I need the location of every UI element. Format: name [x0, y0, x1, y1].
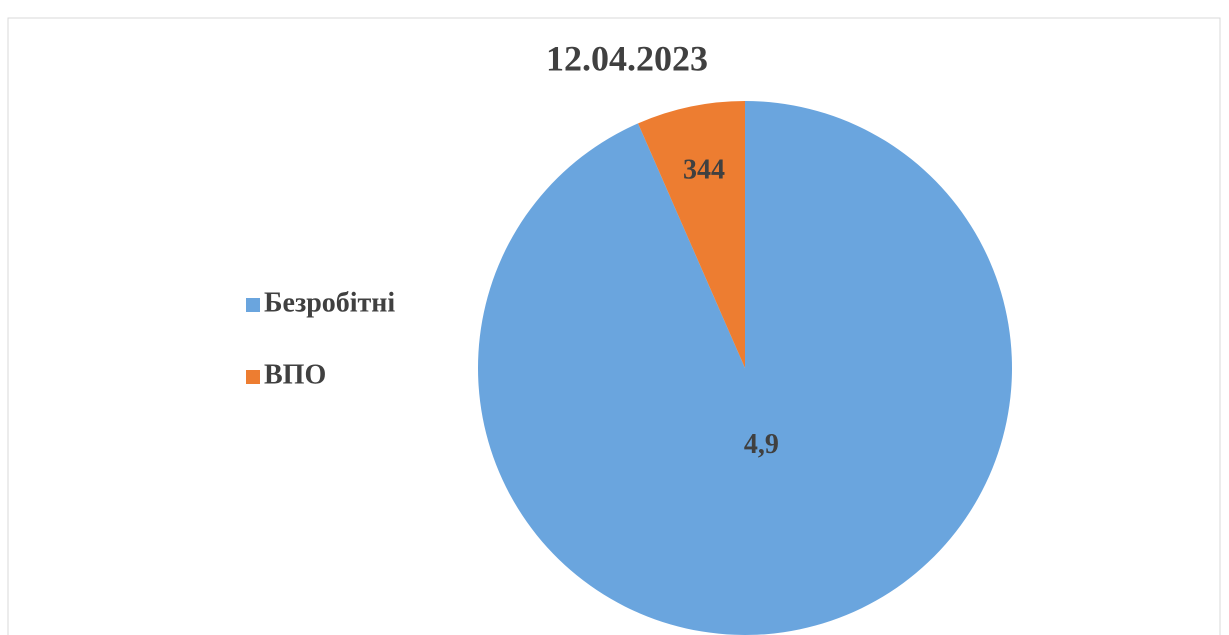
legend-label: Безробітні: [264, 287, 395, 318]
data-label: 4,9: [744, 429, 779, 460]
legend-swatch: [246, 298, 260, 312]
legend-swatch: [246, 370, 260, 384]
chart: 12.04.2023 4,9 344 Безробітні ВПО: [0, 0, 1229, 635]
chart-title: 12.04.2023: [546, 38, 708, 78]
data-label: 344: [683, 154, 725, 185]
legend-label: ВПО: [264, 359, 326, 390]
